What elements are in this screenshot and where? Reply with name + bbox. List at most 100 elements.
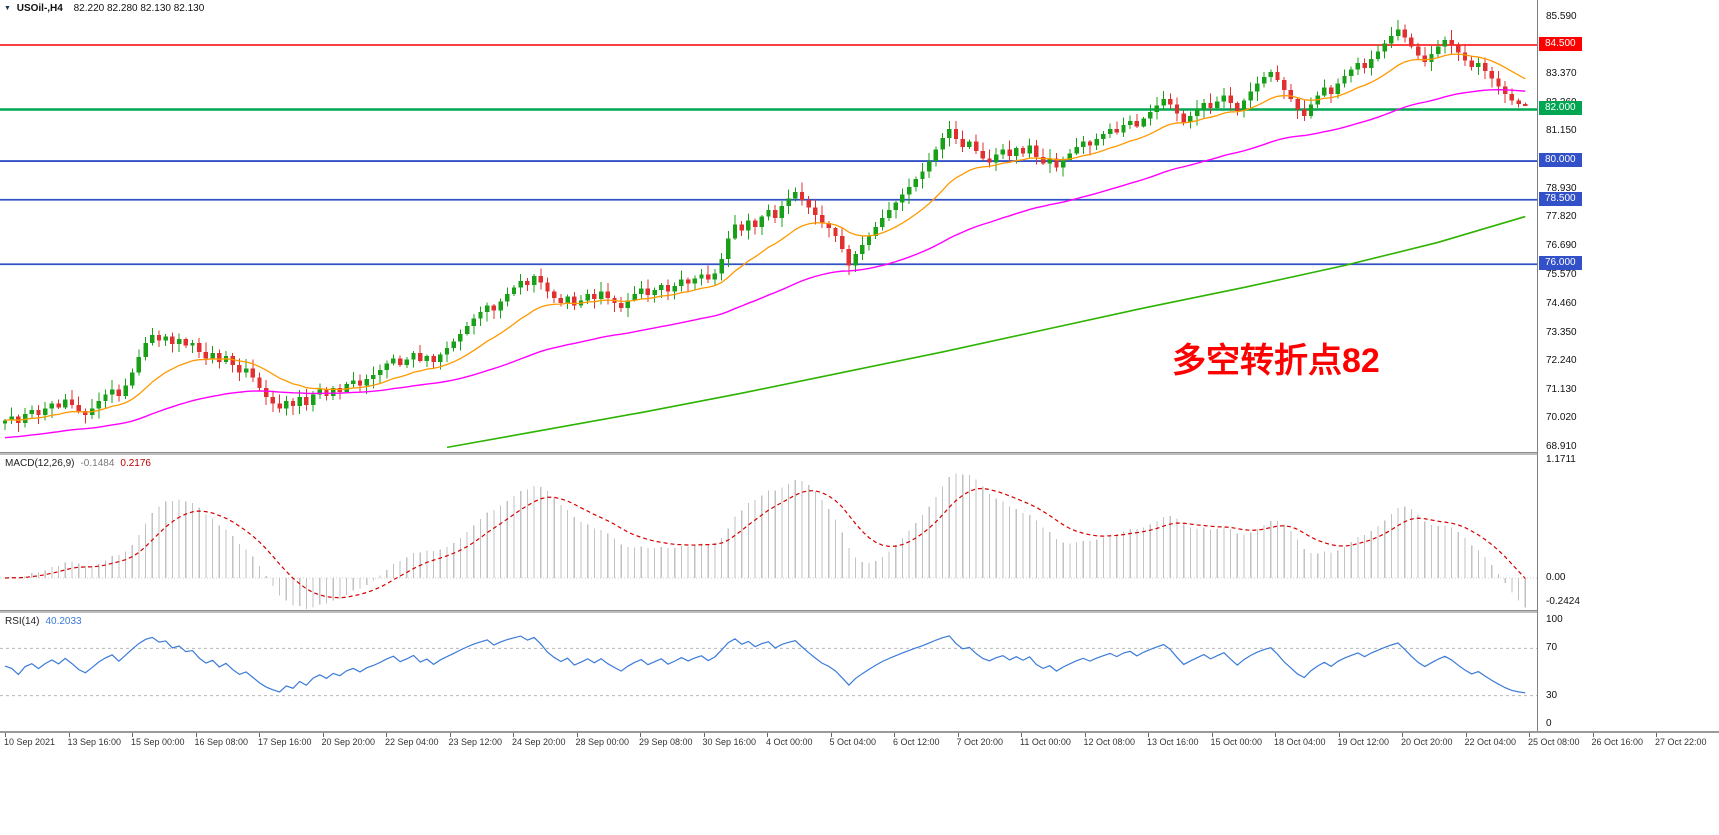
rsi-line: [4, 635, 1526, 694]
mid-ma-line: [4, 89, 1526, 439]
macd-signal-line: [4, 487, 1526, 599]
time-tick: [767, 733, 768, 737]
time-tick: [1021, 733, 1022, 737]
time-tick: [830, 733, 832, 737]
time-tick: [1338, 733, 1340, 737]
time-label-10: 29 Sep 08:00: [639, 737, 693, 747]
time-tick: [132, 733, 133, 737]
macd-tick-0.00: 0.00: [1546, 571, 1566, 583]
symbol-info: ▼ USOil-,H4 82.220 82.280 82.130 82.130: [4, 3, 204, 14]
time-tick: [1275, 733, 1276, 737]
time-tick: [1465, 733, 1467, 737]
rsi-tick-70: 70: [1546, 642, 1558, 654]
rsi-name: RSI(14): [5, 616, 40, 627]
time-tick: [195, 733, 197, 737]
time-tick: [259, 733, 260, 737]
time-label-8: 24 Sep 20:00: [512, 737, 566, 747]
time-label-26: 27 Oct 22:00: [1655, 737, 1707, 747]
price-scale[interactable]: 85.59083.37082.26081.15078.93077.82076.6…: [1538, 0, 1719, 731]
time-scale[interactable]: 10 Sep 2021 13 Sep 16:00 15 Sep 00:00 16 Se…: [0, 733, 1719, 835]
time-label-16: 11 Oct 00:00: [1020, 737, 1071, 747]
price-scale-border: [1537, 0, 1538, 731]
time-label-3: 16 Sep 08:00: [194, 737, 249, 747]
main-chart-canvas[interactable]: [0, 0, 1537, 452]
time-label-21: 19 Oct 12:00: [1337, 737, 1390, 747]
time-label-15: 7 Oct 20:00: [956, 737, 1004, 747]
time-label-18: 13 Oct 16:00: [1147, 737, 1199, 747]
main-price-panel: ▼ USOil-,H4 82.220 82.280 82.130 82.130 …: [0, 0, 1537, 452]
price-tick-74.460: 74.460: [1546, 297, 1577, 309]
time-tick: [1148, 733, 1149, 737]
macd-canvas[interactable]: [0, 455, 1537, 610]
symbol-dropdown-icon[interactable]: ▼: [4, 5, 11, 12]
time-tick: [1529, 733, 1530, 737]
price-tick-81.150: 81.150: [1546, 125, 1577, 137]
time-label-6: 22 Sep 04:00: [385, 737, 439, 747]
time-tick: [576, 733, 578, 737]
time-label-7: 23 Sep 12:00: [448, 737, 503, 747]
price-badge-78.500: 78.500: [1539, 191, 1582, 206]
macd-tick-1.1711: 1.1711: [1546, 453, 1576, 465]
price-tick-85.590: 85.590: [1546, 10, 1577, 22]
price-tick-77.820: 77.820: [1546, 211, 1577, 223]
time-label-13: 5 Oct 04:00: [829, 737, 877, 747]
symbol-timeframe-label: USOil-,H4: [16, 3, 63, 14]
time-label-24: 25 Oct 08:00: [1528, 737, 1580, 747]
price-tick-75.570: 75.570: [1546, 269, 1577, 281]
time-label-14: 6 Oct 12:00: [893, 737, 940, 747]
price-tick-83.370: 83.370: [1546, 68, 1577, 80]
price-badge-76.000: 76.000: [1539, 256, 1582, 271]
fast-ma-line: [4, 53, 1526, 421]
time-label-2: 15 Sep 00:00: [131, 737, 185, 747]
price-tick-72.240: 72.240: [1546, 355, 1577, 367]
time-tick: [322, 733, 324, 737]
rsi-tick-100: 100: [1546, 614, 1563, 625]
rsi-value: 40.2033: [45, 616, 82, 627]
rsi-tick-30: 30: [1546, 689, 1558, 701]
price-tick-70.020: 70.020: [1546, 412, 1577, 424]
time-label-5: 20 Sep 20:00: [321, 737, 376, 747]
time-tick: [640, 733, 641, 737]
time-label-4: 17 Sep 16:00: [258, 737, 312, 747]
price-badge-82.000: 82.000: [1539, 101, 1582, 116]
time-label-11: 30 Sep 16:00: [702, 737, 757, 747]
macd-histogram-layer: [11, 473, 1526, 609]
chart-text-annotation[interactable]: 多空转折点82: [1172, 342, 1380, 380]
time-tick: [449, 733, 451, 737]
price-badge-84.500: 84.500: [1539, 37, 1582, 51]
panel-separator-macd[interactable]: [0, 452, 1719, 455]
macd-label: MACD(12,26,9) -0.1484 0.2176: [5, 458, 157, 469]
time-label-1: 13 Sep 16:00: [67, 737, 122, 747]
time-tick: [703, 733, 705, 737]
time-label-25: 26 Oct 16:00: [1591, 737, 1644, 747]
price-tick-68.910: 68.910: [1546, 441, 1577, 453]
time-tick: [957, 733, 959, 737]
time-tick: [1084, 733, 1086, 737]
time-tick: [894, 733, 895, 737]
time-tick: [5, 733, 6, 737]
macd-panel: MACD(12,26,9) -0.1484 0.2176: [0, 455, 1537, 610]
time-tick: [1656, 733, 1657, 737]
rsi-canvas[interactable]: [0, 613, 1537, 731]
time-label-23: 22 Oct 04:00: [1464, 737, 1517, 747]
time-tick: [1592, 733, 1594, 737]
time-label-17: 12 Oct 08:00: [1083, 737, 1136, 747]
macd-tick--0.2424: -0.2424: [1546, 596, 1580, 608]
time-label-19: 15 Oct 00:00: [1210, 737, 1263, 747]
moving-averages-layer: [4, 53, 1526, 449]
rsi-panel: RSI(14) 40.2033: [0, 613, 1537, 731]
price-badge-80.000: 80.000: [1539, 153, 1582, 168]
macd-signal-value: 0.2176: [120, 458, 151, 469]
time-label-12: 4 Oct 00:00: [766, 737, 813, 747]
price-tick-71.130: 71.130: [1546, 383, 1577, 395]
macd-value: -0.1484: [80, 458, 115, 469]
panel-separator-rsi[interactable]: [0, 610, 1719, 613]
time-tick: [1402, 733, 1403, 737]
macd-name: MACD(12,26,9): [5, 458, 75, 469]
ohlc-values: 82.220 82.280 82.130 82.130: [73, 3, 205, 14]
time-label-0: 10 Sep 2021: [4, 737, 56, 747]
time-axis-border: [0, 731, 1719, 733]
price-tick-73.350: 73.350: [1546, 326, 1577, 338]
price-tick-78.930: 78.930: [1546, 182, 1577, 194]
